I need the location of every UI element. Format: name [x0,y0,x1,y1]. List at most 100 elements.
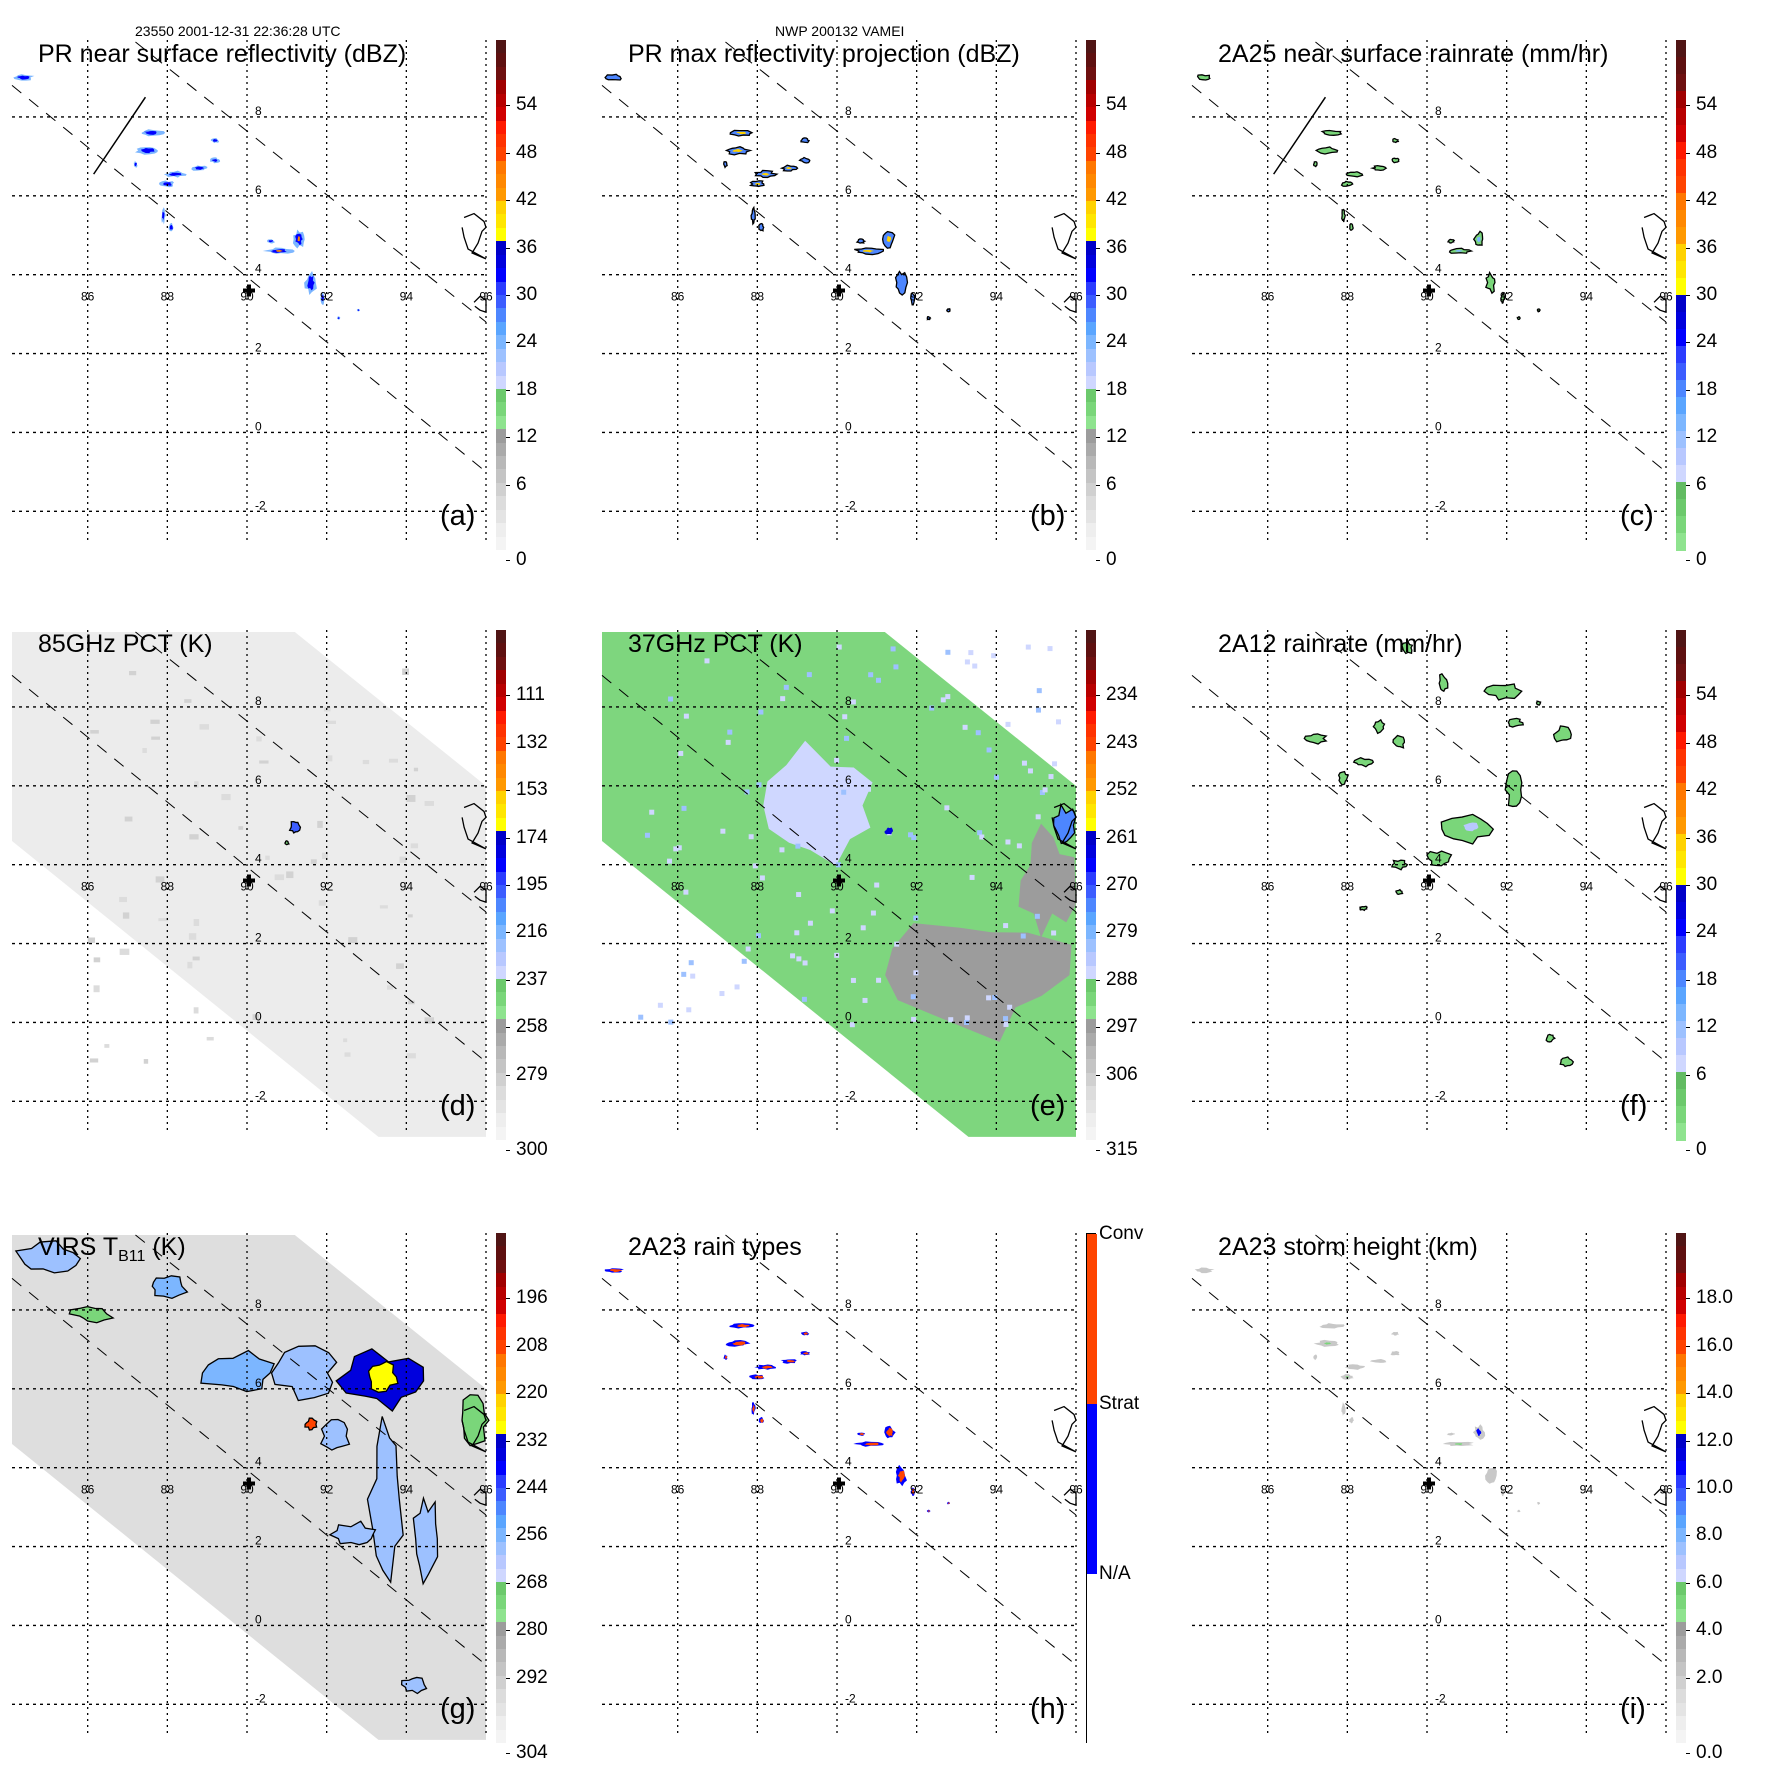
pct-pixel [986,995,992,1001]
pct-pixel [1020,933,1026,939]
colorbar-segment [496,885,506,899]
pct-pixel [93,985,100,993]
pct-pixel [683,713,689,719]
lat-tick-label: 8 [845,694,852,708]
rain-region [1392,734,1406,749]
pct-pixel [644,832,650,838]
rain-region [1401,641,1414,655]
colorbar-segment [496,496,506,511]
pct-pixel [948,1017,954,1023]
colorbar-tick-mark [1686,1582,1690,1584]
colorbar-tick-label: 270 [1106,874,1138,895]
pct-pixel [795,843,801,849]
colorbar-segment [1676,1568,1686,1583]
colorbar-tick-label: 48 [1696,141,1718,163]
pct-pixel [326,755,333,762]
colorbar-segment [496,321,506,336]
precip-cell [862,249,875,253]
colorbar-segment [496,1005,506,1020]
panel-title-text: PR near surface reflectivity (dBZ) [38,40,407,68]
colorbar-segment [496,429,506,444]
colorbar-segment [496,1420,506,1435]
pct-pixel [89,1058,99,1063]
colorbar-tick-label: 208 [516,1334,548,1356]
colorbar-tick-mark [506,1027,510,1029]
precip-cell [307,275,315,291]
precip-cell [947,1502,951,1504]
pct-pixel [836,644,842,650]
colorbar-tick-label: 14.0 [1696,1382,1733,1404]
colorbar-segment [1676,210,1686,228]
colorbar-tick-label: 10.0 [1696,1477,1733,1498]
lat-tick-label: 6 [255,183,262,197]
panel-letter-label: (f) [1620,1090,1648,1122]
colorbar-segment [1086,925,1096,940]
colorbar-segment [1086,750,1096,765]
colorbar-segment [496,1461,506,1476]
pct-pixel [806,672,812,678]
colorbar-segment [1086,978,1096,993]
precip-cell [855,238,867,244]
precip-cell [275,250,283,252]
lat-tick-label: 4 [845,852,852,866]
colorbar-segment [496,174,506,189]
precip-cell [927,1510,930,1512]
pct-pixel [668,1019,674,1025]
panel-title: PR near surface reflectivity (dBZ) [38,40,406,69]
pct-pixel [962,724,968,730]
colorbar-segment [496,268,506,283]
precip-cell [1536,308,1541,313]
pct-pixel [158,918,169,922]
precip-cell [168,172,182,176]
cloud-region [14,1240,82,1274]
precip-cell [1369,1359,1387,1363]
colorbar-tick-label: Conv [1099,1223,1144,1244]
colorbar-segment [1676,57,1686,75]
pr-swath-edge [1315,1234,1667,1516]
pr-swath-edge [601,674,1077,1063]
pct-pixel [408,1000,415,1005]
lon-tick-label: 94 [990,880,1004,894]
colorbar-segment [496,1635,506,1650]
colorbar-tick-label: 48 [1696,731,1718,753]
colorbar-tick-label: 8.0 [1696,1524,1723,1546]
lon-tick-label: 86 [81,880,95,894]
colorbar-tick-mark [1096,105,1100,107]
colorbar-segment [1676,1608,1686,1623]
colorbar-tick-label: 234 [1106,684,1138,706]
lon-tick-label: 86 [1261,1483,1275,1497]
colorbar-segment [1086,120,1096,135]
colorbar-segment [1086,496,1096,511]
lon-tick-label: 88 [1341,880,1355,894]
pct-pixel [874,882,880,888]
colorbar-segment [496,254,506,269]
colorbar-segment [1676,1004,1686,1022]
colorbar-segment [1676,1501,1686,1516]
precip-cell [134,162,137,167]
colorbar-segment [1086,295,1096,309]
pct-pixel [986,747,992,753]
precip-cell [732,1341,747,1346]
pct-pixel [104,1044,110,1048]
lat-tick-label: 8 [1435,694,1442,708]
map-panel-c: 86 88 90 92 94 96 8 6 4 2 0 -2 2A25 near surface rai… [1180,0,1770,590]
rain-region [1438,673,1449,693]
precip-cell [1369,164,1388,171]
pct-pixel [849,1022,855,1028]
lat-tick-label: 4 [255,262,262,276]
colorbar-tick-mark [1096,247,1100,249]
precip-cell [211,159,218,162]
colorbar-segment [496,80,506,95]
storm-center-marker [1423,1477,1435,1490]
colorbar-segment [496,348,506,363]
colorbar-segment [496,147,506,162]
colorbar-tick-mark [506,247,510,249]
storm-center-marker [833,284,845,297]
rain-region [1559,1056,1575,1068]
pct-pixel [752,863,758,869]
colorbar-segment [1086,133,1096,148]
colorbar-segment [1086,174,1096,189]
lon-tick-label: 94 [1580,880,1594,894]
